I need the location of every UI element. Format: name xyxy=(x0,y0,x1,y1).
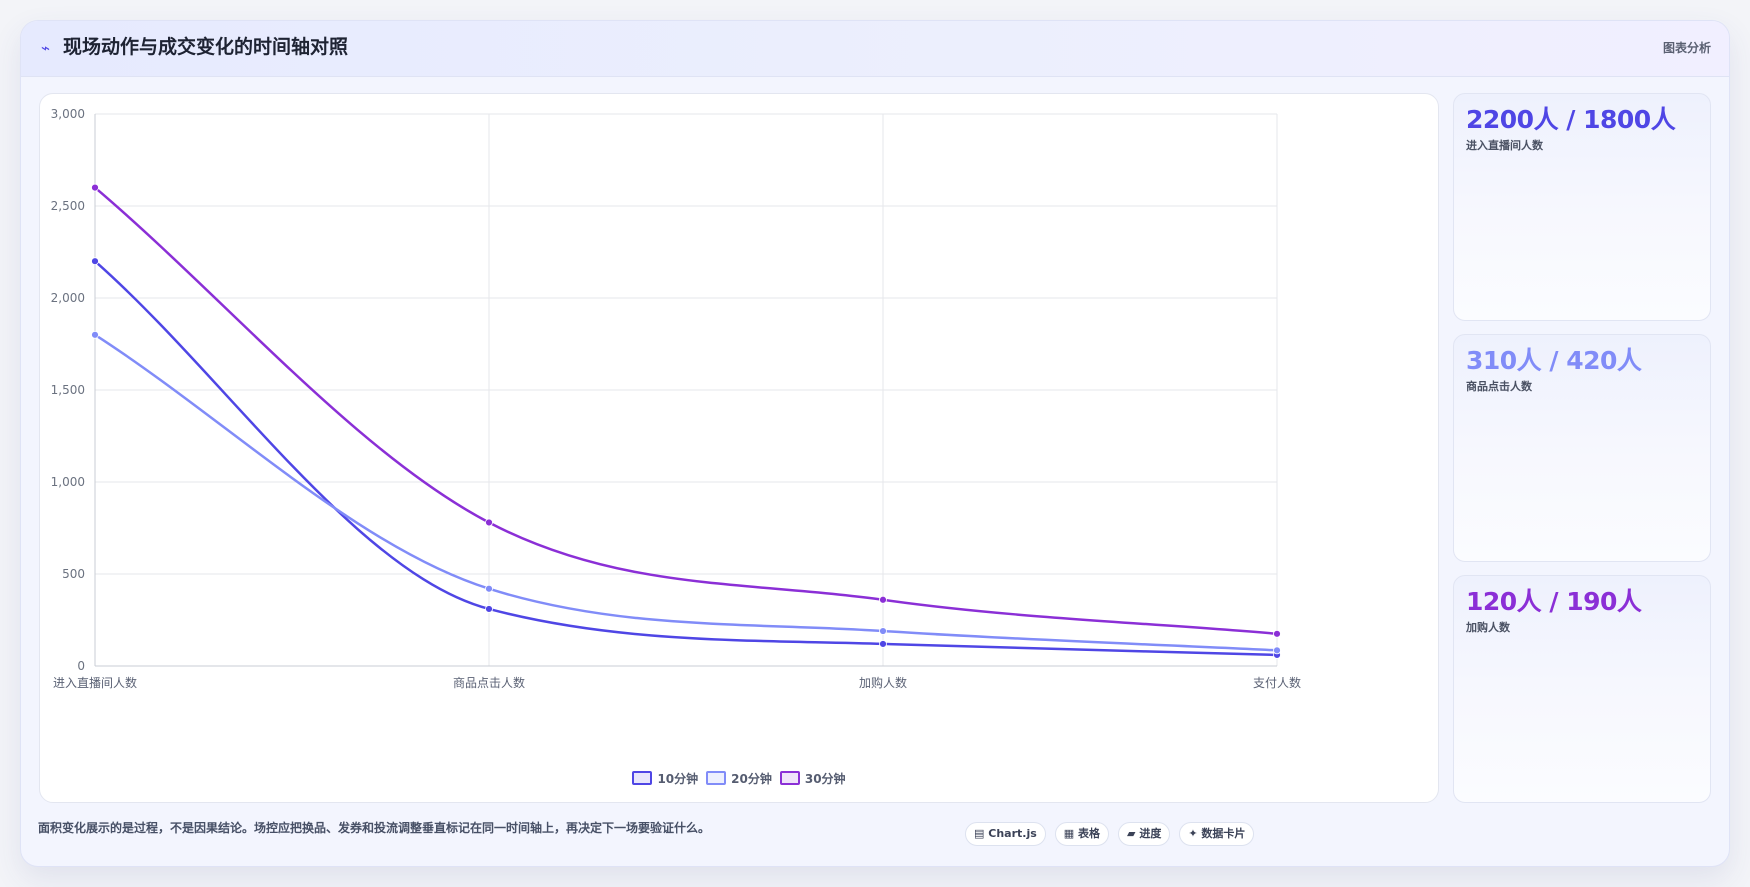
stat-value-entry: 2200人 / 1800人 xyxy=(1466,105,1676,134)
stat-label-click: 商品点击人数 xyxy=(1466,380,1532,393)
progress-icon: ▰ xyxy=(1127,827,1136,840)
x-tick-label: 进入直播间人数 xyxy=(53,675,137,690)
stat-value-cart: 120人 / 190人 xyxy=(1466,587,1642,616)
chart-card: ⌁ 现场动作与成交变化的时间轴对照 图表分析 0 500 1,000 1,500 2,0… xyxy=(20,20,1730,867)
data-point xyxy=(91,257,99,266)
stat-label-entry: 进入直播间人数 xyxy=(1466,139,1543,152)
legend-label: 30分钟 xyxy=(804,771,846,786)
stat-label-cart: 加购人数 xyxy=(1466,621,1510,634)
data-point xyxy=(879,627,887,635)
legend-item-3[interactable]: 30分钟 xyxy=(779,769,846,787)
x-tick-label: 加购人数 xyxy=(859,675,907,690)
data-point xyxy=(485,605,493,613)
data-point xyxy=(1273,629,1281,638)
tag-label: 数据卡片 xyxy=(1201,827,1246,840)
data-point xyxy=(485,584,493,593)
pulse-icon: ⌁ xyxy=(41,39,51,57)
data-point xyxy=(91,330,99,339)
legend-swatch xyxy=(779,771,800,785)
chart-legend: 10分钟 20分钟 30分钟 xyxy=(40,769,1438,787)
tag-label: Chart.js xyxy=(988,827,1037,840)
data-point xyxy=(879,640,887,648)
tag-data-card[interactable]: ✦ 数据卡片 xyxy=(1179,822,1255,846)
chart-analysis-link[interactable]: 图表分析 xyxy=(1662,41,1711,55)
y-tick-label: 1,500 xyxy=(51,383,85,397)
series-line-3 xyxy=(94,186,1278,636)
y-tick-label: 500 xyxy=(62,567,85,581)
page-title: 现场动作与成交变化的时间轴对照 xyxy=(63,36,349,58)
card-header: ⌁ 现场动作与成交变化的时间轴对照 图表分析 xyxy=(21,21,1729,77)
y-tick-label: 3,000 xyxy=(51,107,85,121)
data-point xyxy=(1273,646,1281,655)
tag-table[interactable]: ▦ 表格 xyxy=(1054,822,1110,846)
line-chart: 0 500 1,000 1,500 2,000 2,500 3,000 进入直播间人数 商品点击… xyxy=(51,107,1301,690)
x-tick-label: 支付人数 xyxy=(1253,675,1301,690)
data-point xyxy=(91,183,99,192)
x-tick-label: 商品点击人数 xyxy=(453,675,525,690)
y-tick-label: 0 xyxy=(77,659,85,673)
footer-tags: ▤ Chart.js ▦ 表格 ▰ 进度 ✦ 数据卡片 xyxy=(965,822,1255,846)
legend-label: 10分钟 xyxy=(657,771,699,786)
data-point xyxy=(879,595,887,604)
data-card-icon: ✦ xyxy=(1188,827,1198,840)
y-tick-label: 1,000 xyxy=(51,475,85,489)
table-icon: ▦ xyxy=(1063,827,1075,840)
legend-item-2[interactable]: 20分钟 xyxy=(706,769,772,787)
series-line-1 xyxy=(94,260,1278,657)
chart-panel: 0 500 1,000 1,500 2,000 2,500 3,000 进入直播间人数 商品点击… xyxy=(39,93,1439,803)
legend-swatch xyxy=(706,771,727,785)
tag-progress[interactable]: ▰ 进度 xyxy=(1118,822,1171,846)
tag-label: 进度 xyxy=(1139,827,1162,840)
chart-icon: ▤ xyxy=(974,827,985,840)
footer-note: 面积变化展示的是过程，不是因果结论。场控应把换品、发券和投流调整垂直标记在同一时… xyxy=(38,821,711,835)
tag-label: 表格 xyxy=(1078,827,1101,840)
data-point xyxy=(485,518,493,527)
stat-card-entry: 2200人 / 1800人 进入直播间人数 xyxy=(1453,93,1711,321)
stat-card-click: 310人 / 420人 商品点击人数 xyxy=(1453,334,1711,562)
series-line-2 xyxy=(94,333,1278,652)
tag-chartjs[interactable]: ▤ Chart.js xyxy=(965,822,1046,846)
legend-swatch xyxy=(632,771,653,785)
y-tick-label: 2,000 xyxy=(51,291,85,305)
stat-card-cart: 120人 / 190人 加购人数 xyxy=(1453,575,1711,803)
y-tick-label: 2,500 xyxy=(51,199,85,213)
stat-value-click: 310人 / 420人 xyxy=(1466,346,1642,375)
legend-item-1[interactable]: 10分钟 xyxy=(632,769,698,787)
legend-label: 20分钟 xyxy=(731,771,772,786)
